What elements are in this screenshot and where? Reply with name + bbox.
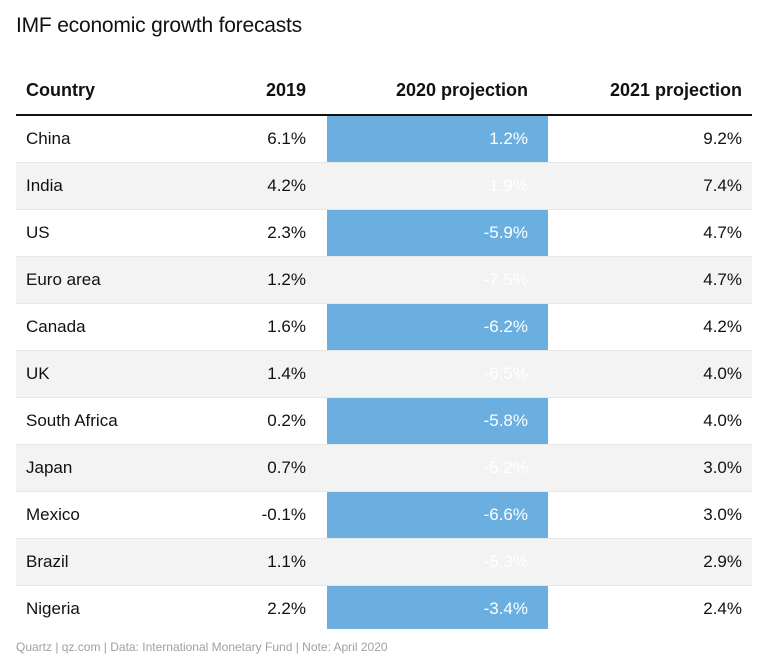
cell-country: Euro area [26, 270, 101, 289]
cell-value-2021-projection: 3.0% [703, 458, 742, 477]
cell-value-2020-projection: 1.9% [489, 176, 528, 195]
cell-value-2019: -0.1% [261, 505, 306, 524]
cell-value-2020-projection: -5.3% [483, 552, 528, 571]
chart-title: IMF economic growth forecasts [16, 14, 302, 37]
cell-value-2021-projection: 4.2% [703, 317, 742, 336]
cell-value-2020-projection: -5.9% [483, 223, 528, 242]
cell-value-2019: 4.2% [267, 176, 306, 195]
cell-value-2019: 1.1% [267, 552, 306, 571]
cell-country: Canada [26, 317, 86, 336]
cell-country: Nigeria [26, 599, 80, 618]
cell-value-2021-projection: 4.7% [703, 270, 742, 289]
cell-country: Mexico [26, 505, 80, 524]
cell-value-2020-projection: -6.6% [483, 505, 528, 524]
forecast-table: Country 2019 2020 projection 2021 projec… [16, 66, 752, 632]
cell-value-2021-projection: 4.7% [703, 223, 742, 242]
table-row: US 2.3% -5.9% 4.7% [16, 210, 752, 257]
column-header-2021-projection: 2021 projection [609, 79, 742, 100]
cell-value-2020-projection: -6.5% [483, 364, 528, 383]
cell-country: Brazil [26, 552, 69, 571]
table-row: Canada 1.6% -6.2% 4.2% [16, 304, 752, 351]
cell-value-2019: 6.1% [267, 129, 306, 148]
table-row: Brazil 1.1% -5.3% 2.9% [16, 539, 752, 586]
cell-value-2021-projection: 4.0% [703, 364, 742, 383]
table-row: UK 1.4% -6.5% 4.0% [16, 351, 752, 398]
cell-value-2019: 0.2% [267, 411, 306, 430]
cell-country: India [26, 176, 63, 195]
cell-value-2020-projection: 1.2% [489, 129, 528, 148]
cell-value-2019: 1.6% [267, 317, 306, 336]
cell-country: US [26, 223, 50, 242]
table-row: South Africa 0.2% -5.8% 4.0% [16, 398, 752, 445]
source-footer: Quartz | qz.com | Data: International Mo… [16, 640, 388, 654]
cell-country: South Africa [26, 411, 118, 430]
cell-value-2021-projection: 3.0% [703, 505, 742, 524]
cell-value-2019: 1.4% [267, 364, 306, 383]
table-header: Country 2019 2020 projection 2021 projec… [16, 66, 752, 116]
table-row: India 4.2% 1.9% 7.4% [16, 163, 752, 210]
cell-value-2021-projection: 9.2% [703, 129, 742, 148]
table-row: Japan 0.7% -5.2% 3.0% [16, 445, 752, 492]
cell-country: China [26, 129, 71, 148]
cell-value-2021-projection: 2.4% [703, 599, 742, 618]
cell-value-2019: 2.3% [267, 223, 306, 242]
table-row: China 6.1% 1.2% 9.2% [16, 116, 752, 163]
cell-value-2019: 0.7% [267, 458, 306, 477]
cell-value-2020-projection: -3.4% [483, 599, 528, 618]
cell-value-2020-projection: -5.2% [483, 458, 528, 477]
cell-value-2020-projection: -6.2% [483, 317, 528, 336]
cell-value-2021-projection: 2.9% [703, 552, 742, 571]
cell-value-2021-projection: 7.4% [703, 176, 742, 195]
table-row: Euro area 1.2% -7.5% 4.7% [16, 257, 752, 304]
cell-country: UK [26, 364, 50, 383]
cell-value-2019: 2.2% [267, 599, 306, 618]
cell-value-2020-projection: -7.5% [483, 270, 528, 289]
table-row: Nigeria 2.2% -3.4% 2.4% [16, 586, 752, 632]
cell-country: Japan [26, 458, 73, 477]
cell-value-2019: 1.2% [267, 270, 306, 289]
table-row: Mexico -0.1% -6.6% 3.0% [16, 492, 752, 539]
column-header-2019: 2019 [265, 79, 306, 100]
column-header-country: Country [26, 79, 95, 100]
cell-value-2020-projection: -5.8% [483, 411, 528, 430]
column-header-2020-projection: 2020 projection [395, 79, 528, 100]
cell-value-2021-projection: 4.0% [703, 411, 742, 430]
table-body: China 6.1% 1.2% 9.2% India 4.2% 1.9% 7.4% US 2.3%… [16, 116, 752, 632]
